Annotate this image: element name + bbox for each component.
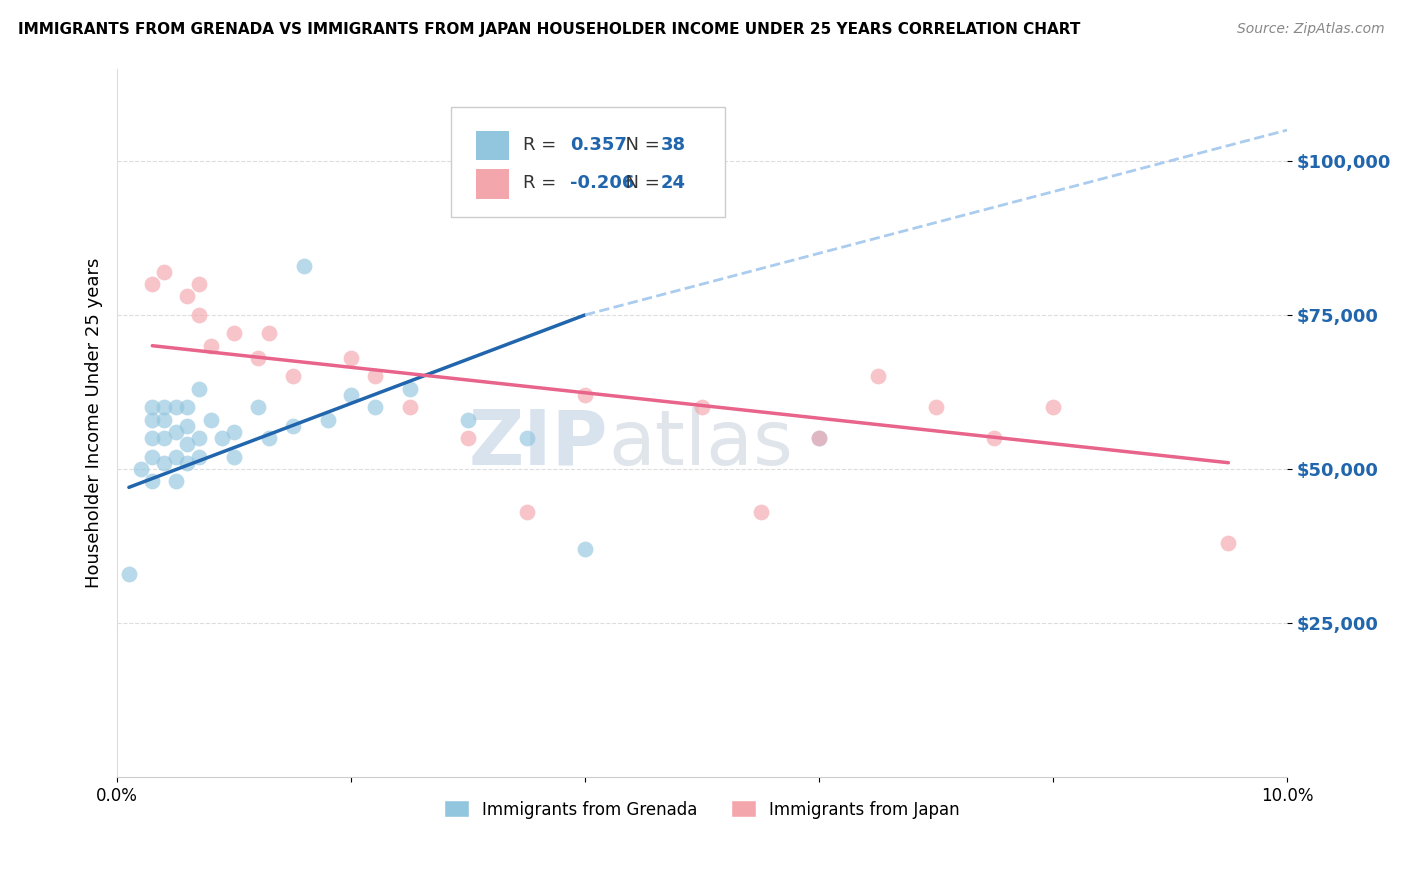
Text: R =: R = [523, 136, 562, 153]
Point [281, 369, 304, 384]
Point [176, 289, 198, 303]
Point [188, 382, 211, 396]
Point [176, 437, 198, 451]
Point [153, 412, 176, 426]
Point [516, 431, 538, 445]
Point [141, 474, 163, 488]
Text: R =: R = [523, 174, 562, 192]
Point [1042, 401, 1064, 415]
Point [176, 418, 198, 433]
Point [141, 431, 163, 445]
Text: 38: 38 [661, 136, 686, 153]
Point [176, 401, 198, 415]
Text: N =: N = [614, 174, 666, 192]
Y-axis label: Householder Income Under 25 years: Householder Income Under 25 years [86, 258, 103, 588]
Point [188, 450, 211, 464]
Point [129, 462, 152, 476]
Point [246, 351, 269, 365]
Point [866, 369, 889, 384]
Point [398, 401, 420, 415]
Point [749, 505, 772, 519]
Point [224, 450, 246, 464]
Point [690, 401, 713, 415]
Text: 24: 24 [661, 174, 686, 192]
Point [340, 351, 363, 365]
Point [188, 277, 211, 292]
Legend: Immigrants from Grenada, Immigrants from Japan: Immigrants from Grenada, Immigrants from… [437, 794, 967, 825]
Text: 0.357: 0.357 [569, 136, 627, 153]
Point [398, 382, 420, 396]
Point [259, 431, 281, 445]
Point [165, 401, 187, 415]
Point [574, 541, 596, 556]
Point [188, 431, 211, 445]
Point [200, 339, 222, 353]
Point [153, 456, 176, 470]
Point [808, 431, 831, 445]
Point [363, 369, 385, 384]
Point [176, 456, 198, 470]
Text: N =: N = [614, 136, 666, 153]
Point [457, 431, 479, 445]
Point [224, 326, 246, 341]
Point [1218, 536, 1240, 550]
Point [259, 326, 281, 341]
Point [165, 450, 187, 464]
Point [211, 431, 233, 445]
Point [153, 401, 176, 415]
Point [292, 259, 315, 273]
Point [141, 277, 163, 292]
Point [165, 474, 187, 488]
Point [153, 431, 176, 445]
Point [141, 412, 163, 426]
Point [118, 566, 141, 581]
Point [200, 412, 222, 426]
Point [281, 418, 304, 433]
Point [925, 401, 948, 415]
Text: ZIP: ZIP [470, 407, 609, 481]
Point [340, 388, 363, 402]
Point [808, 431, 831, 445]
Point [363, 401, 385, 415]
Text: IMMIGRANTS FROM GRENADA VS IMMIGRANTS FROM JAPAN HOUSEHOLDER INCOME UNDER 25 YEA: IMMIGRANTS FROM GRENADA VS IMMIGRANTS FR… [18, 22, 1081, 37]
Point [141, 401, 163, 415]
Point [165, 425, 187, 439]
Text: Source: ZipAtlas.com: Source: ZipAtlas.com [1237, 22, 1385, 37]
Point [316, 412, 339, 426]
FancyBboxPatch shape [450, 107, 725, 218]
FancyBboxPatch shape [477, 130, 509, 161]
Point [516, 505, 538, 519]
Point [457, 412, 479, 426]
Point [153, 265, 176, 279]
Text: atlas: atlas [609, 407, 793, 481]
Point [224, 425, 246, 439]
Point [574, 388, 596, 402]
Point [141, 450, 163, 464]
FancyBboxPatch shape [477, 169, 509, 199]
Point [246, 401, 269, 415]
Text: -0.206: -0.206 [569, 174, 634, 192]
Point [188, 308, 211, 322]
Point [983, 431, 1005, 445]
